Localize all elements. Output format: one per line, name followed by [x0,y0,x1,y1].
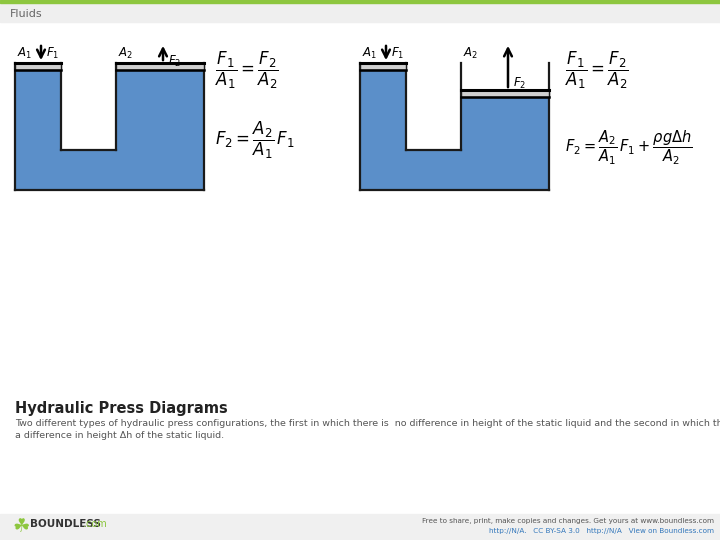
Text: $F_2 = \dfrac{A_2}{A_1}\,F_1$: $F_2 = \dfrac{A_2}{A_1}\,F_1$ [215,119,295,160]
Bar [15,70,61,190]
Text: a difference in height Δh of the static liquid.: a difference in height Δh of the static … [15,430,224,440]
Text: Free to share, print, make copies and changes. Get yours at www.boundless.com: Free to share, print, make copies and ch… [422,518,714,524]
Bar [116,63,204,70]
Text: $A_1$: $A_1$ [17,45,32,60]
Text: Hydraulic Press Diagrams: Hydraulic Press Diagrams [15,401,228,415]
Text: .com: .com [83,519,107,529]
Text: BOUNDLESS: BOUNDLESS [30,519,101,529]
Bar [0,0,720,3]
Bar [360,150,549,190]
Bar [0,514,720,540]
Bar [0,0,720,22]
Bar [15,63,61,70]
Text: $F_1$: $F_1$ [46,45,59,60]
Text: $F_2 = \dfrac{A_2}{A_1}\,F_1 + \dfrac{\rho g\Delta h}{A_2}$: $F_2 = \dfrac{A_2}{A_1}\,F_1 + \dfrac{\r… [565,129,693,167]
Text: $A_2$: $A_2$ [118,45,133,60]
Bar [15,150,204,190]
Text: $A_1$: $A_1$ [362,45,377,60]
Bar [461,90,549,97]
Text: $F_2$: $F_2$ [513,76,526,91]
Text: $\dfrac{F_1}{A_1} = \dfrac{F_2}{A_2}$: $\dfrac{F_1}{A_1} = \dfrac{F_2}{A_2}$ [215,49,279,91]
Bar [116,70,204,150]
Text: $A_2$: $A_2$ [463,45,478,60]
Text: $F_2$: $F_2$ [168,53,181,69]
Bar [360,63,406,70]
Text: Two different types of hydraulic press configurations, the first in which there : Two different types of hydraulic press c… [15,420,720,429]
Bar [360,70,406,190]
Bar [461,97,549,150]
Text: Fluids: Fluids [10,9,42,19]
Text: ☘: ☘ [12,517,30,537]
Text: $\dfrac{F_1}{A_1} = \dfrac{F_2}{A_2}$: $\dfrac{F_1}{A_1} = \dfrac{F_2}{A_2}$ [565,49,629,91]
Text: http://N/A.   CC BY-SA 3.0   http://N/A   View on Boundless.com: http://N/A. CC BY-SA 3.0 http://N/A View… [489,528,714,534]
Text: $F_1$: $F_1$ [391,45,404,60]
